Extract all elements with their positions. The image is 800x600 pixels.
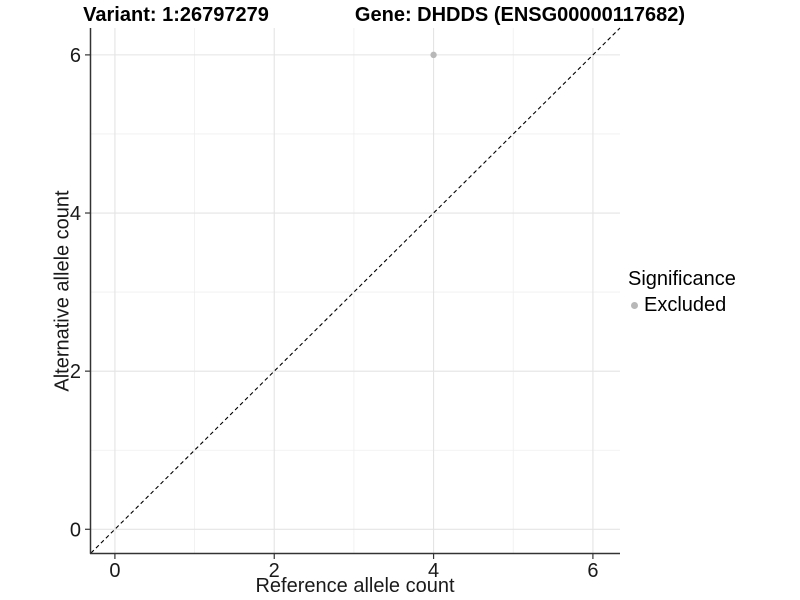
x-axis-label: Reference allele count <box>255 575 455 597</box>
svg-text:4: 4 <box>428 560 439 582</box>
legend: Significance Excluded <box>628 268 736 317</box>
svg-text:2: 2 <box>269 560 280 582</box>
svg-text:2: 2 <box>70 361 81 383</box>
legend-item-label: Excluded <box>644 294 727 316</box>
svg-text:4: 4 <box>70 203 81 225</box>
legend-title: Significance <box>628 268 736 290</box>
gene-title: Gene: DHDDS (ENSG00000117682) <box>354 4 686 26</box>
svg-text:0: 0 <box>109 560 120 582</box>
svg-text:6: 6 <box>587 560 598 582</box>
svg-text:0: 0 <box>70 519 81 541</box>
legend-item-excluded: Excluded <box>628 294 736 317</box>
svg-text:6: 6 <box>70 45 81 67</box>
legend-point-icon <box>631 302 638 309</box>
variant-title: Variant: 1:26797279 <box>83 4 269 26</box>
